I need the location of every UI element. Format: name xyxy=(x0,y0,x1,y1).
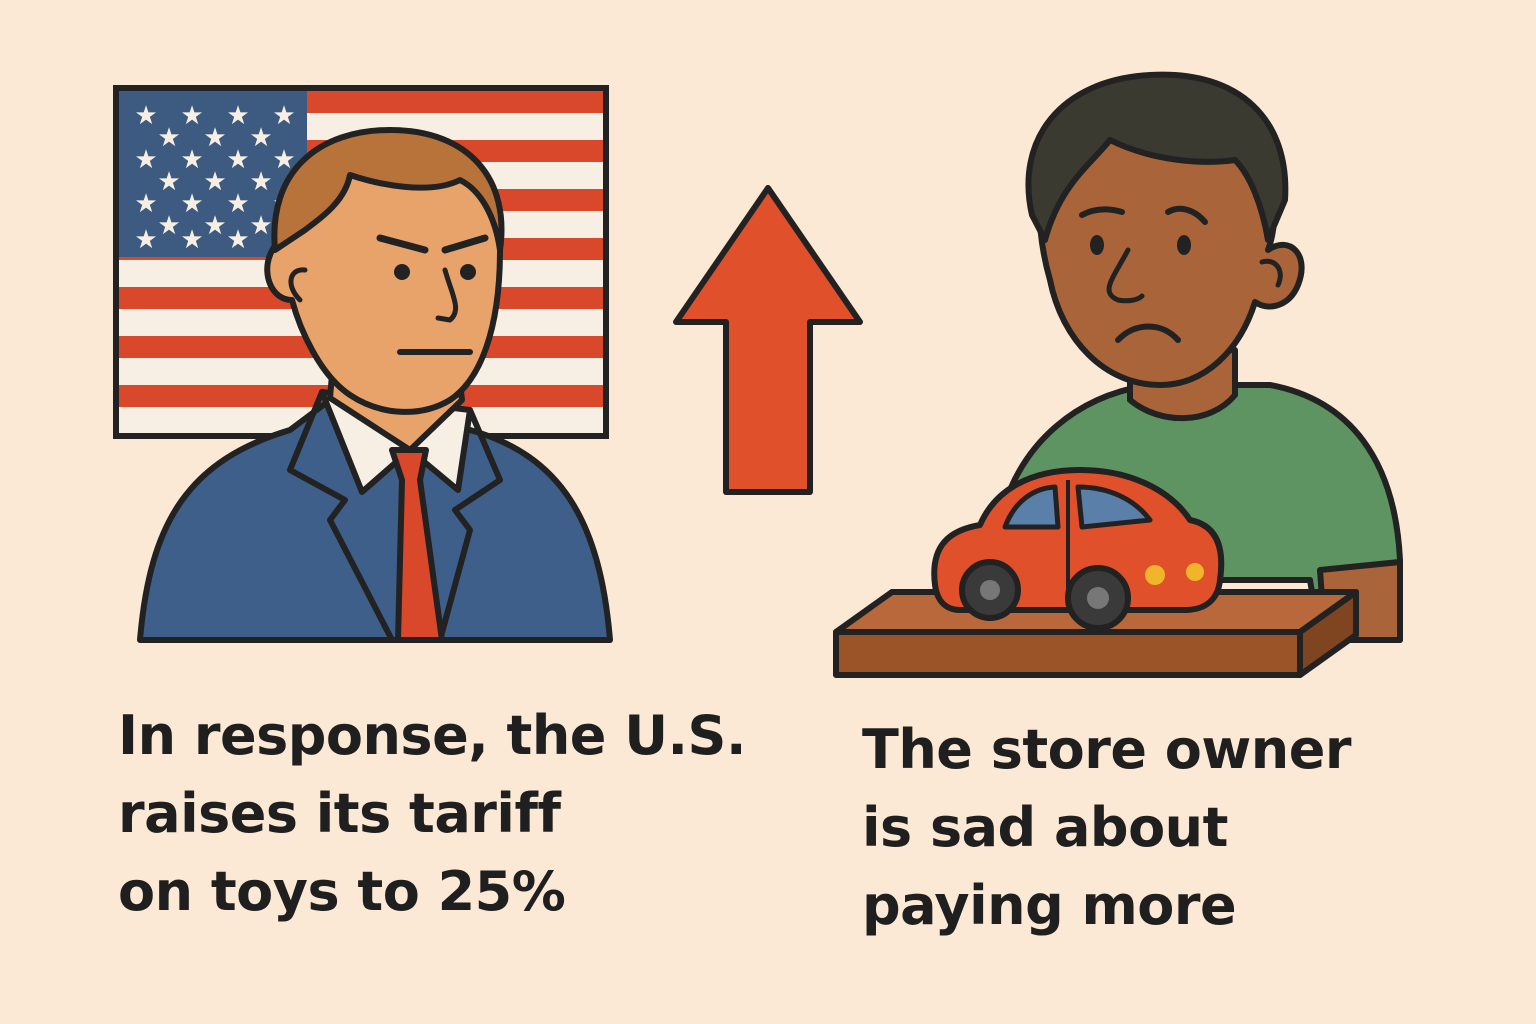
official-tie xyxy=(389,447,445,643)
svg-text:★: ★ xyxy=(203,211,226,241)
svg-text:★: ★ xyxy=(226,225,249,255)
svg-text:★: ★ xyxy=(180,225,203,255)
svg-text:★: ★ xyxy=(249,211,272,241)
right-caption-line-1: The store owner xyxy=(862,718,1352,781)
svg-text:★: ★ xyxy=(180,145,203,175)
left-caption-line-3: on toys to 25% xyxy=(118,860,566,923)
svg-text:★: ★ xyxy=(134,189,157,219)
svg-text:★: ★ xyxy=(226,189,249,219)
svg-text:★: ★ xyxy=(157,211,180,241)
svg-text:★: ★ xyxy=(134,101,157,131)
right-caption-line-3: paying more xyxy=(862,874,1237,937)
svg-text:★: ★ xyxy=(226,145,249,175)
left-caption-line-1: In response, the U.S. xyxy=(118,704,746,767)
svg-text:★: ★ xyxy=(203,123,226,153)
svg-text:★: ★ xyxy=(180,189,203,219)
svg-text:★: ★ xyxy=(180,101,203,131)
svg-text:★: ★ xyxy=(249,167,272,197)
svg-text:★: ★ xyxy=(157,123,180,153)
svg-text:★: ★ xyxy=(249,123,272,153)
svg-text:★: ★ xyxy=(226,101,249,131)
official-figure xyxy=(137,127,613,643)
svg-text:★: ★ xyxy=(272,145,295,175)
official-hair xyxy=(271,127,505,253)
svg-text:★: ★ xyxy=(203,167,226,197)
left-caption-line-2: raises its tariff xyxy=(118,782,561,845)
toy-car-icon xyxy=(931,467,1225,631)
svg-text:★: ★ xyxy=(157,167,180,197)
right-caption-line-2: is sad about xyxy=(862,796,1228,859)
svg-text:★: ★ xyxy=(134,225,157,255)
store-owner-hair xyxy=(1025,71,1289,243)
right-caption: The store owner is sad about paying more xyxy=(862,711,1352,945)
flag-stars: ★★★★ ★★★ ★★★★ ★★★ ★★★★ ★★★ ★★★ xyxy=(134,101,295,255)
svg-text:★: ★ xyxy=(134,145,157,175)
svg-text:★: ★ xyxy=(272,101,295,131)
left-caption: In response, the U.S. raises its tariff … xyxy=(118,697,746,931)
up-arrow-icon xyxy=(673,185,863,495)
